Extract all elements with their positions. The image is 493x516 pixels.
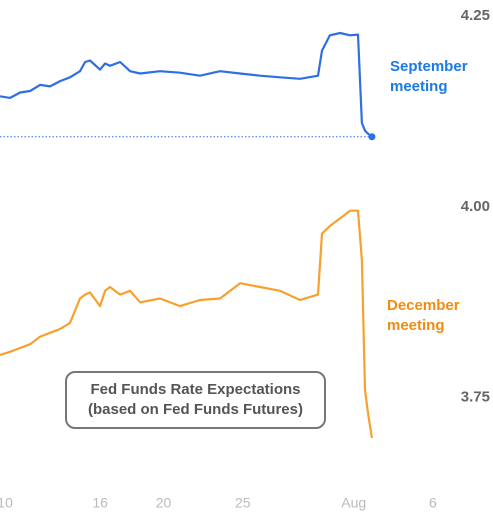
x-tick-label: 6 <box>429 495 437 511</box>
x-tick-label: 16 <box>92 495 108 511</box>
title-box: Fed Funds Rate Expectations (based on Fe… <box>65 371 326 429</box>
series-line <box>0 31 373 138</box>
y-tick-label: 4.25 <box>461 7 490 24</box>
y-tick-label: 3.75 <box>461 389 490 406</box>
series-label: December meeting <box>387 297 460 335</box>
end-marker <box>368 133 376 141</box>
x-tick-label: 20 <box>156 495 172 511</box>
x-tick-label: Aug <box>341 495 366 511</box>
x-tick-label: 10 <box>0 495 13 511</box>
chart-subtitle: (based on Fed Funds Futures) <box>87 401 303 418</box>
series-line <box>0 209 373 439</box>
chart-title: Fed Funds Rate Expectations <box>90 381 301 398</box>
x-tick-label: 25 <box>235 495 251 511</box>
series-label: September meeting <box>390 58 468 96</box>
y-tick-label: 4.00 <box>461 198 490 215</box>
